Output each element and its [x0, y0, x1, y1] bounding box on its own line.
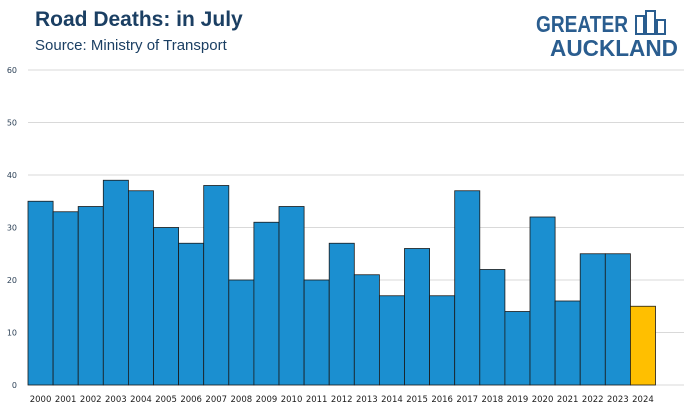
bar-2006: [178, 242, 205, 386]
y-tick-label: 60: [7, 66, 17, 75]
x-tick-label: 2020: [532, 395, 554, 405]
x-tick-label: 2017: [456, 395, 478, 405]
x-tick-label: 2005: [155, 395, 177, 405]
x-tick-label: 2006: [180, 395, 202, 405]
logo-text-greater: GREATER: [536, 11, 628, 37]
x-tick-label: 2003: [105, 395, 127, 405]
bar-2021: [554, 300, 581, 386]
bars: [27, 179, 656, 386]
bar-2004: [127, 190, 154, 386]
bar-2009: [253, 221, 280, 386]
bar-2022: [579, 253, 606, 386]
building-icon: [635, 10, 666, 35]
x-tick-label: 2009: [256, 395, 278, 405]
x-tick-label: 2024: [632, 395, 654, 405]
chart-title: Road Deaths: in July: [35, 8, 243, 31]
x-tick-label: 2012: [331, 395, 353, 405]
bar-2018: [479, 269, 506, 386]
x-tick-label: 2007: [205, 395, 227, 405]
x-tick-label: 2023: [607, 395, 629, 405]
x-axis-ticks: 2000 2001 2002 2003 2004 2005 2006 2007 2008 2009…: [30, 395, 654, 405]
bar-2007: [203, 185, 230, 386]
x-tick-label: 2001: [55, 395, 77, 405]
y-tick-label: 40: [7, 171, 17, 180]
y-axis-ticks: 0 10 20 30 40 50 60: [7, 66, 17, 390]
x-tick-label: 2021: [557, 395, 579, 405]
bar-2013: [353, 274, 380, 386]
x-tick-label: 2022: [582, 395, 604, 405]
y-tick-label: 50: [7, 119, 17, 128]
chart-subtitle: Source: Ministry of Transport: [35, 37, 227, 54]
y-tick-label: 0: [12, 381, 17, 390]
bar-2012: [328, 242, 355, 386]
logo-text-auckland: AUCKLAND: [550, 35, 678, 60]
bar-2024: [630, 305, 656, 386]
y-tick-label: 20: [7, 276, 17, 285]
y-tick-label: 30: [7, 224, 17, 233]
x-tick-label: 2013: [356, 395, 378, 405]
bar-2011: [303, 279, 330, 386]
bar-2010: [278, 206, 305, 386]
bar-2008: [228, 279, 255, 386]
greater-auckland-logo: GREATER AUCKLAND: [536, 10, 678, 60]
bar-2016: [429, 295, 456, 386]
bar-2015: [404, 248, 431, 386]
x-tick-label: 2002: [80, 395, 102, 405]
bar-2000: [27, 200, 54, 386]
x-tick-label: 2019: [507, 395, 529, 405]
x-tick-label: 2000: [30, 395, 52, 405]
bar-2005: [153, 227, 180, 386]
x-tick-label: 2008: [231, 395, 253, 405]
bar-2001: [52, 211, 79, 386]
x-tick-label: 2018: [482, 395, 504, 405]
bar-2019: [504, 311, 531, 386]
x-tick-label: 2004: [130, 395, 152, 405]
y-tick-label: 10: [7, 329, 17, 338]
bar-2020: [529, 216, 556, 386]
x-tick-label: 2015: [406, 395, 428, 405]
bar-2002: [77, 206, 104, 386]
bar-2017: [454, 190, 481, 386]
x-tick-label: 2010: [281, 395, 303, 405]
x-tick-label: 2014: [381, 395, 403, 405]
x-tick-label: 2016: [431, 395, 453, 405]
x-tick-label: 2011: [306, 395, 328, 405]
bar-2014: [378, 295, 405, 386]
bar-2003: [102, 179, 129, 386]
bar-2023: [604, 253, 631, 386]
